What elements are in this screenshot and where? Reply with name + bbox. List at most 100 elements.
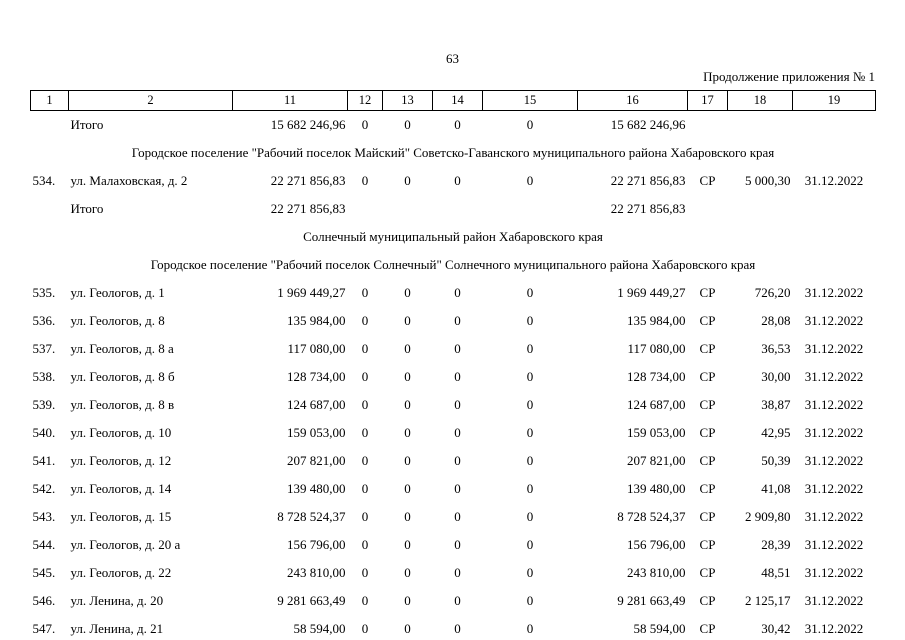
column-header-1: 1 (30, 90, 69, 111)
cell-address: ул. Геологов, д. 8 в (70, 397, 175, 412)
cell-address: ул. Геологов, д. 22 (70, 565, 172, 580)
data-row: 547. ул. Ленина, д. 21 58 594,00 0 0 0 0 58 594… (31, 615, 876, 640)
cell-col17: СР (699, 341, 716, 356)
cell-col15: 0 (526, 565, 534, 580)
cell-col13: 0 (404, 313, 411, 328)
cell-col19: 31.12.2022 (804, 341, 864, 356)
cell-col18: 36,53 (761, 341, 791, 356)
cell-col12: 0 (361, 313, 369, 328)
cell-col13 (383, 195, 433, 223)
cell-col19: 31.12.2022 (804, 453, 864, 468)
section-row: Городское поселение "Рабочий поселок Сол… (31, 251, 876, 279)
cell-col19: 31.12.2022 (804, 509, 864, 524)
cell-col12: 0 (361, 341, 369, 356)
appendix-table: 1 2 11 12 13 14 15 16 17 18 19 Итого 15 682 246,96 0… (30, 90, 876, 640)
cell-col17: СР (699, 537, 716, 552)
continuation-note: Продолжение приложения № 1 (703, 69, 875, 84)
cell-col16: 58 594,00 (633, 621, 686, 636)
cell-col13: 0 (404, 509, 411, 524)
cell-col12: 0 (361, 369, 369, 384)
cell-col18: 726,20 (754, 285, 791, 300)
cell-number: 537. (32, 341, 56, 356)
cell-address: ул. Геологов, д. 15 (70, 509, 172, 524)
cell-number: 536. (32, 313, 56, 328)
cell-col19: 31.12.2022 (804, 173, 864, 188)
cell-address: ул. Геологов, д. 20 а (70, 537, 181, 552)
cell-col19: 31.12.2022 (804, 369, 864, 384)
cell-col17: СР (699, 621, 716, 636)
table-body: Итого 15 682 246,96 0 0 0 0 15 682 246,96 Город… (31, 111, 876, 640)
cell-col12: 0 (361, 509, 369, 524)
cell-col12: 0 (361, 453, 369, 468)
cell-col18: 50,39 (761, 453, 791, 468)
column-header-17: 17 (687, 90, 728, 111)
cell-col15: 0 (526, 453, 534, 468)
cell-number: 544. (32, 537, 56, 552)
cell-col14: 0 (454, 341, 461, 356)
cell-col16: 124 687,00 (627, 397, 686, 412)
total-row: Итого 22 271 856,83 22 271 856,83 (31, 195, 876, 223)
cell-col11: 128 734,00 (287, 369, 346, 384)
cell-col18: 2 909,80 (745, 509, 791, 524)
cell-col16: 135 984,00 (627, 313, 686, 328)
cell-col13: 0 (404, 565, 411, 580)
cell-number: 542. (32, 481, 56, 496)
cell-number: 540. (32, 425, 56, 440)
cell-col15: 0 (526, 593, 534, 608)
page-number: 63 (446, 51, 459, 66)
data-row: 537. ул. Геологов, д. 8 а 117 080,00 0 0 0 0 11… (31, 335, 876, 363)
cell-col13: 0 (404, 173, 411, 188)
cell-col19: 31.12.2022 (804, 481, 864, 496)
cell-col17: СР (699, 509, 716, 524)
data-row: 542. ул. Геологов, д. 14 139 480,00 0 0 0 0 139… (31, 475, 876, 503)
cell-number (31, 195, 69, 223)
cell-col17: СР (699, 453, 716, 468)
cell-number: 545. (32, 565, 56, 580)
column-header-18: 18 (727, 90, 793, 111)
cell-number: 538. (32, 369, 56, 384)
cell-col16: 22 271 856,83 (610, 201, 686, 216)
cell-col18: 38,87 (761, 397, 791, 412)
cell-col17: СР (699, 425, 716, 440)
cell-col19: 31.12.2022 (804, 313, 864, 328)
cell-col19: 31.12.2022 (804, 565, 864, 580)
cell-address: ул. Геологов, д. 1 (70, 285, 165, 300)
cell-col19: 31.12.2022 (804, 621, 864, 636)
cell-col18: 28,39 (761, 537, 791, 552)
cell-col14: 0 (454, 453, 461, 468)
cell-col17 (688, 195, 728, 223)
cell-col16: 243 810,00 (627, 565, 686, 580)
cell-col17: СР (699, 397, 716, 412)
cell-number: 535. (32, 285, 56, 300)
cell-col16: 117 080,00 (627, 341, 686, 356)
data-row: 546. ул. Ленина, д. 20 9 281 663,49 0 0 0 0 9 2… (31, 587, 876, 615)
cell-col15: 0 (526, 397, 534, 412)
cell-address: ул. Геологов, д. 12 (70, 453, 172, 468)
cell-col13: 0 (404, 117, 411, 132)
total-row: Итого 15 682 246,96 0 0 0 0 15 682 246,96 (31, 111, 876, 140)
cell-col18: 28,08 (761, 313, 791, 328)
cell-col13: 0 (404, 341, 411, 356)
cell-col15: 0 (526, 285, 534, 300)
cell-address: ул. Малаховская, д. 2 (70, 173, 188, 188)
cell-col18: 30,42 (761, 621, 791, 636)
cell-col17: СР (699, 593, 716, 608)
cell-col18: 5 000,30 (745, 173, 791, 188)
cell-number: 546. (32, 593, 56, 608)
cell-col13: 0 (404, 621, 411, 636)
cell-col12 (348, 195, 383, 223)
cell-col17: СР (699, 565, 716, 580)
cell-col12: 0 (361, 537, 369, 552)
cell-col12: 0 (361, 565, 369, 580)
data-row: 540. ул. Геологов, д. 10 159 053,00 0 0 0 0 159… (31, 419, 876, 447)
section-title: Солнечный муниципальный район Хабаровско… (303, 229, 603, 244)
section-row: Городское поселение "Рабочий поселок Май… (31, 139, 876, 167)
cell-col19 (793, 195, 876, 223)
cell-number: 541. (32, 453, 56, 468)
cell-col16: 9 281 663,49 (617, 593, 686, 608)
data-row: 545. ул. Геологов, д. 22 243 810,00 0 0 0 0 243… (31, 559, 876, 587)
cell-col16: 22 271 856,83 (610, 173, 686, 188)
cell-col11: 8 728 524,37 (277, 509, 346, 524)
cell-col14: 0 (454, 425, 461, 440)
cell-col14: 0 (454, 397, 461, 412)
